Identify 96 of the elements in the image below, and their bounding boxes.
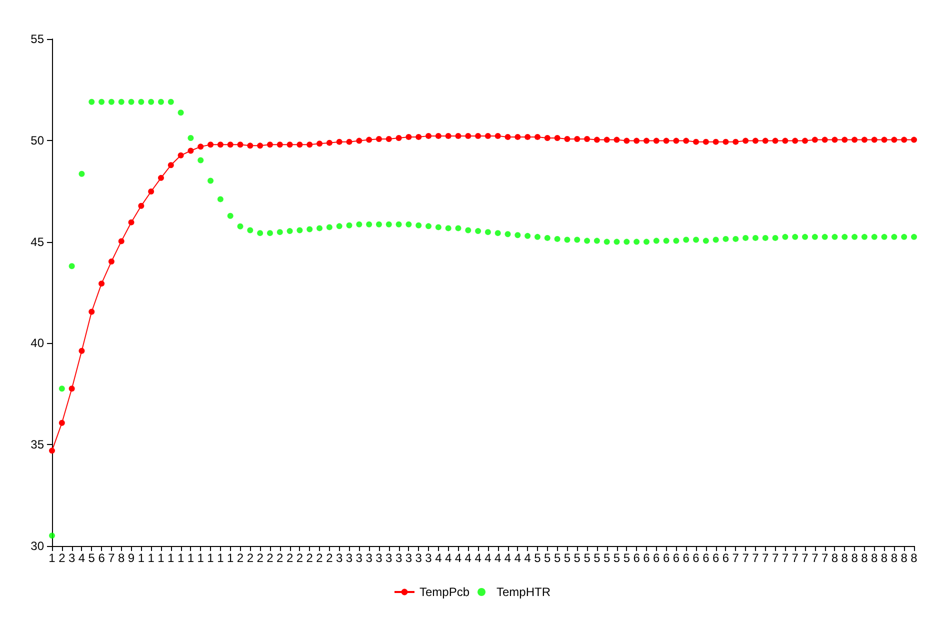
x-tick-label: 8	[871, 551, 878, 565]
x-tick-label: 5	[584, 551, 591, 565]
x-tick-label: 4	[504, 551, 512, 565]
x-tick-label: 2	[286, 551, 294, 565]
x-tick-label: 3	[376, 551, 383, 565]
x-tick-label: 3	[356, 551, 363, 565]
x-tick-label: 2	[266, 551, 274, 565]
x-tick-label: 9	[128, 551, 135, 565]
x-tick-label: 8	[851, 551, 858, 565]
x-tick-label: 5	[604, 551, 611, 565]
x-tick-label: 7	[821, 551, 828, 565]
y-tick-label: 50	[30, 133, 44, 148]
x-tick-label: 5	[594, 551, 601, 565]
x-tick-label: 3	[366, 551, 373, 565]
x-tick-label: 2	[326, 551, 334, 565]
x-tick-label: 6	[653, 551, 660, 565]
x-tick-label: 2	[58, 551, 66, 565]
x-tick-label: 8	[910, 551, 918, 565]
x-tick-label: 3	[415, 551, 422, 565]
x-tick-label: 1	[217, 551, 224, 565]
x-tick-label: 1	[138, 551, 145, 565]
x-tick-label: 2	[276, 551, 284, 565]
x-tick-label: 6	[662, 551, 670, 565]
x-tick-label: 6	[682, 551, 690, 565]
x-tick-label: 5	[534, 551, 542, 565]
x-tick-label: 4	[494, 551, 502, 565]
x-tick-label: 8	[861, 551, 868, 565]
x-tick-label: 7	[792, 551, 799, 565]
x-tick-label: 7	[812, 551, 819, 565]
x-tick-label: 3	[68, 551, 76, 565]
x-tick-label: 7	[782, 551, 789, 565]
legend-label: TempPcb	[419, 585, 470, 599]
x-tick-label: 1	[187, 551, 194, 565]
x-tick-label: 8	[841, 551, 848, 565]
x-tick-label: 4	[435, 551, 442, 565]
x-tick-label: 5	[88, 551, 96, 565]
x-tick-label: 4	[444, 551, 452, 565]
x-tick-label: 6	[633, 551, 640, 565]
x-tick-label: 6	[643, 551, 650, 565]
x-tick-label: 4	[524, 551, 532, 565]
x-tick-label: 8	[831, 551, 838, 565]
x-tick-label: 4	[514, 551, 522, 565]
x-tick-label: 6	[672, 551, 680, 565]
x-tick-label: 1	[227, 551, 234, 565]
x-tick-label: 6	[692, 551, 700, 565]
x-tick-label: 2	[306, 551, 314, 565]
x-tick-label: 1	[197, 551, 204, 565]
x-tick-label: 8	[118, 551, 126, 565]
x-tick-label: 1	[48, 551, 56, 565]
x-tick-label: 7	[752, 551, 760, 565]
x-tick-label: 4	[464, 551, 472, 565]
x-tick-label: 1	[168, 551, 175, 565]
x-tick-label: 7	[108, 551, 116, 565]
x-tick-label: 8	[880, 551, 888, 565]
x-tick-label: 1	[177, 551, 184, 565]
x-tick-label: 5	[613, 551, 620, 565]
y-tick-label: 45	[30, 234, 44, 249]
x-tick-label: 1	[207, 551, 214, 565]
x-tick-label: 7	[732, 551, 740, 565]
x-tick-label: 3	[405, 551, 412, 565]
x-tick-label: 5	[544, 551, 552, 565]
x-tick-label: 1	[148, 551, 155, 565]
x-tick-label: 4	[474, 551, 482, 565]
y-tick-label: 35	[30, 438, 44, 452]
x-tick-label: 5	[564, 551, 571, 565]
x-tick-label: 2	[256, 551, 264, 565]
x-tick-label: 5	[574, 551, 581, 565]
x-tick-label: 6	[98, 551, 106, 565]
x-tick-label: 7	[742, 551, 750, 565]
y-tick-label: 40	[30, 336, 44, 350]
x-tick-label: 8	[890, 551, 898, 565]
x-tick-label: 3	[346, 551, 353, 565]
x-tick-label: 4	[78, 551, 86, 565]
x-tick-label: 8	[900, 551, 908, 565]
x-tick-label: 7	[762, 551, 770, 565]
x-tick-label: 3	[386, 551, 393, 565]
x-tick-label: 2	[246, 551, 254, 565]
x-tick-label: 3	[395, 551, 402, 565]
x-tick-label: 2	[236, 551, 244, 565]
legend-label: TempHTR	[496, 585, 551, 599]
x-tick-label: 1	[158, 551, 165, 565]
y-tick-label: 55	[30, 32, 44, 46]
y-tick-label: 30	[30, 539, 44, 553]
x-tick-label: 5	[554, 551, 561, 565]
x-tick-label: 2	[316, 551, 324, 565]
x-tick-label: 2	[296, 551, 304, 565]
x-tick-label: 5	[623, 551, 630, 565]
x-tick-label: 6	[722, 551, 730, 565]
x-tick-label: 4	[454, 551, 462, 565]
x-tick-label: 6	[712, 551, 720, 565]
x-tick-label: 3	[336, 551, 343, 565]
x-tick-label: 4	[484, 551, 492, 565]
x-tick-label: 3	[425, 551, 432, 565]
x-tick-label: 7	[802, 551, 809, 565]
x-tick-label: 7	[772, 551, 779, 565]
x-tick-label: 6	[702, 551, 710, 565]
